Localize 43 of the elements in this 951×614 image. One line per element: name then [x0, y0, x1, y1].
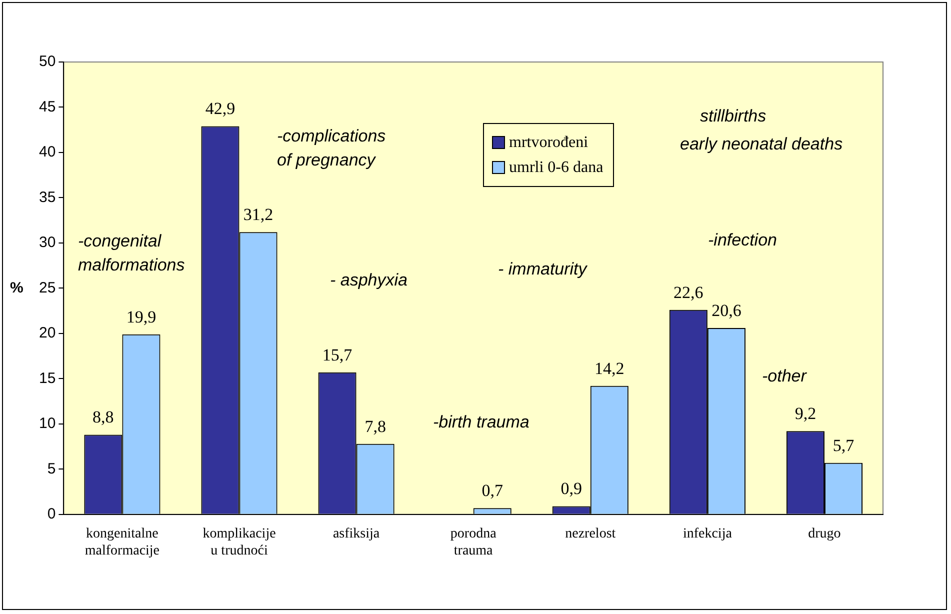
y-tick-label: 5 — [47, 460, 56, 478]
annotation: early neonatal deaths — [680, 134, 844, 154]
data-label: 14,2 — [594, 358, 624, 378]
y-tick-label: 30 — [38, 234, 56, 252]
y-axis-title: % — [10, 279, 24, 296]
y-tick-label: 50 — [38, 53, 56, 70]
legend-label: umrli 0-6 dana — [508, 158, 604, 178]
x-tick-label: drugo — [808, 526, 841, 542]
data-label: 9,2 — [794, 404, 816, 424]
data-label: 0,7 — [482, 481, 504, 500]
data-label: 15,7 — [322, 345, 353, 364]
y-tick-label: 45 — [38, 98, 56, 116]
x-tick-label: porodna trauma — [450, 526, 498, 558]
data-label: 22,6 — [674, 282, 704, 302]
data-label: 8,8 — [92, 408, 114, 427]
x-tick-label: kongenitalne malformacije — [84, 526, 160, 558]
annotation: -congenital malformations — [78, 232, 186, 275]
y-tick-label: 20 — [38, 324, 56, 342]
y-tick-label: 15 — [38, 370, 56, 387]
annotation: - immaturity — [498, 260, 588, 279]
annotation: -other — [762, 366, 808, 386]
x-tick-label: nezrelost — [565, 526, 616, 542]
x-tick-label: komplikacije u trudnoći — [202, 526, 276, 558]
annotation: -birth trauma — [433, 412, 530, 432]
legend-label: mrtvorođeni — [508, 132, 590, 152]
annotation: -complications of pregnancy — [277, 126, 386, 170]
y-tick-label: 0 — [47, 506, 56, 523]
data-label: 19,9 — [126, 307, 156, 326]
data-label: 5,7 — [832, 436, 855, 455]
annotation: -infection — [708, 230, 777, 250]
data-label: 42,9 — [205, 99, 236, 118]
y-tick-label: 35 — [38, 188, 56, 206]
data-label: 0,9 — [560, 479, 582, 498]
annotation: - asphyxia — [330, 270, 408, 290]
x-tick-label: infekcija — [682, 526, 733, 542]
data-label: 7,8 — [364, 416, 386, 436]
data-label: 20,6 — [712, 300, 742, 320]
data-label: 31,2 — [243, 205, 274, 224]
annotation: stillbirths — [700, 106, 767, 126]
x-tick-label: asfiksija — [332, 526, 380, 542]
y-tick-label: 40 — [38, 144, 56, 161]
y-tick-label: 10 — [38, 415, 56, 432]
y-tick-label: 25 — [38, 279, 56, 296]
